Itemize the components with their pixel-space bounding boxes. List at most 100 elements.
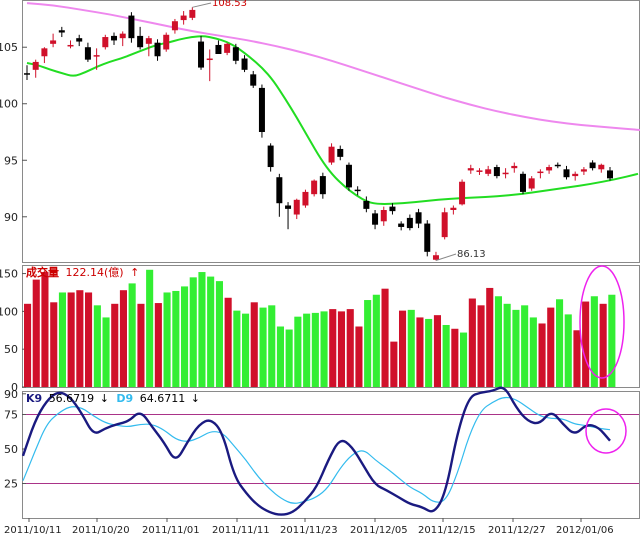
candle-up: [224, 43, 231, 53]
candle-down: [84, 47, 91, 60]
high-pointer: [192, 2, 212, 8]
volume-axis-label: 100: [0, 305, 18, 318]
candle-up: [546, 167, 553, 171]
volume-axis-label: 0: [11, 381, 18, 394]
low-pointer: [435, 253, 457, 262]
volume-bar-down: [93, 305, 101, 387]
price-axis-label: 105: [0, 41, 18, 54]
volume-bar-down: [189, 277, 197, 387]
volume-bar-up: [67, 292, 75, 387]
volume-bar-down: [215, 281, 223, 387]
x-axis-label: 2011/10/11: [4, 525, 62, 536]
volume-highlight-circle: [579, 265, 625, 379]
x-axis-label: 2011/10/20: [72, 525, 130, 536]
candle-down: [319, 176, 326, 195]
volume-bar-down: [372, 294, 380, 387]
candle-up: [450, 207, 457, 210]
x-axis-label: 2011/11/11: [212, 525, 270, 536]
candle-down: [337, 148, 344, 157]
candle-up: [485, 169, 492, 174]
volume-axis-label: 150: [0, 268, 18, 281]
candle-down: [215, 44, 222, 54]
candle-up: [580, 169, 587, 172]
candle-up: [93, 55, 100, 57]
volume-bar-down: [294, 316, 302, 387]
volume-bar-up: [416, 317, 424, 387]
candle-down: [519, 173, 526, 192]
volume-bar-up: [137, 303, 145, 387]
volume-bar-up: [24, 303, 32, 387]
candle-down: [58, 30, 65, 33]
volume-bar-down: [407, 309, 415, 387]
candle-down: [154, 42, 161, 57]
low-price-label: 86.13: [457, 249, 486, 260]
candle-up: [180, 15, 187, 21]
candle-up: [311, 180, 318, 195]
kd-axis-label: 25: [4, 478, 18, 491]
volume-bar-down: [521, 305, 529, 387]
candle-up: [189, 9, 196, 18]
high-price-label: 108.53: [212, 0, 247, 9]
volume-bar-up: [85, 292, 93, 387]
volume-bar-up: [154, 303, 162, 387]
volume-bar-up: [451, 328, 459, 387]
candle-down: [589, 162, 596, 169]
candle-down: [276, 177, 283, 204]
volume-bar-up: [41, 272, 49, 387]
kd-axis-label: 75: [4, 409, 18, 422]
volume-bar-down: [146, 269, 154, 387]
candle-up: [380, 210, 387, 222]
volume-bar-up: [32, 279, 40, 387]
candle-down: [267, 145, 274, 168]
candle-down: [241, 58, 248, 70]
volume-bar-up: [477, 305, 485, 387]
volume-bar-down: [311, 312, 319, 387]
volume-title-value: 122.14(億): [66, 266, 124, 279]
volume-bar-up: [468, 298, 476, 387]
volume-bar-down: [198, 272, 206, 387]
volume-bar-down: [163, 292, 171, 387]
kd-title: K9 56.6719 ↓ D9 64.6711 ↓: [26, 392, 200, 405]
volume-bar-up: [111, 303, 119, 387]
kd-panel: 25 50 75 90 2011/10/11 2011/10/20 2011/11/01 20…: [4, 386, 639, 536]
volume-bar-down: [590, 296, 598, 387]
candle-up: [293, 199, 300, 215]
candle-down: [250, 74, 257, 86]
candle-down: [398, 223, 405, 227]
volume-bar-down: [512, 309, 520, 387]
volume-bar-up: [486, 287, 494, 387]
candle-down: [128, 15, 135, 39]
volume-bar-up: [355, 326, 363, 387]
volume-bar-up: [599, 303, 607, 387]
candle-down: [554, 164, 561, 167]
volume-bar-up: [76, 290, 84, 387]
volume-bar-down: [442, 324, 450, 387]
candle-down: [363, 200, 370, 209]
candle-down: [372, 213, 379, 225]
candle-up: [432, 255, 439, 260]
candle-down: [345, 164, 352, 188]
candle-down: [198, 41, 205, 68]
candle-down: [424, 223, 431, 252]
candle-up: [441, 212, 448, 238]
volume-bar-up: [538, 323, 546, 387]
candle-up: [598, 164, 605, 170]
candle-up: [67, 44, 74, 47]
volume-bar-down: [181, 286, 189, 387]
k-label: K9: [26, 392, 42, 405]
volume-title: 成交量 122.14(億) ↑: [26, 265, 139, 279]
candle-down: [285, 205, 292, 209]
volume-bar-down: [364, 300, 372, 387]
volume-bar-up: [119, 290, 127, 387]
volume-bar-up: [224, 297, 232, 387]
volume-bar-down: [172, 290, 180, 387]
d-value: 64.6711: [140, 392, 186, 405]
volume-bar-down: [242, 313, 250, 387]
candle-up: [163, 34, 170, 50]
candle-down: [415, 212, 422, 224]
candle-down: [406, 217, 413, 229]
price-panel: 90 95 100 105: [0, 2, 640, 262]
candle-down: [232, 47, 239, 61]
volume-bar-up: [547, 307, 555, 387]
